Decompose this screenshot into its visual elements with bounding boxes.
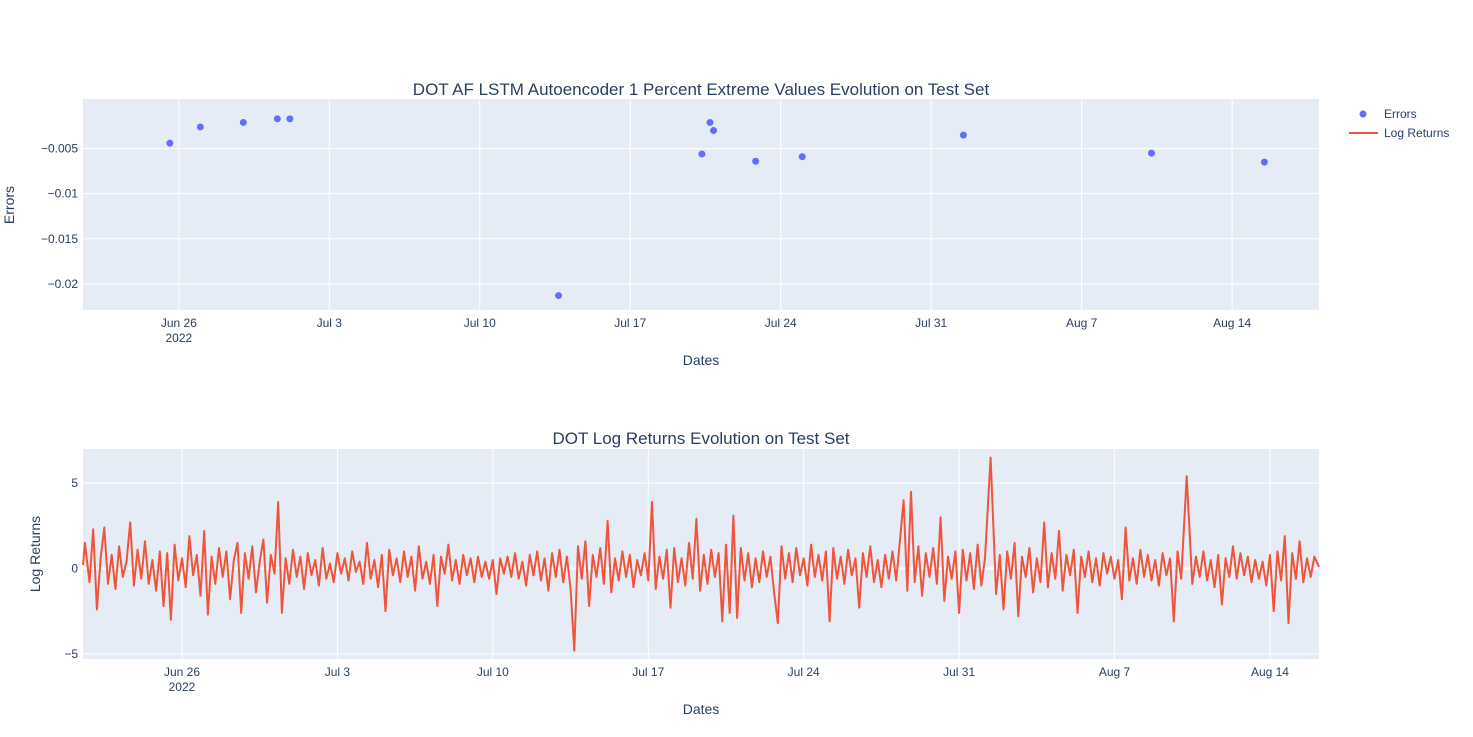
log-returns-chart-title: DOT Log Returns Evolution on Test Set	[552, 429, 849, 448]
error-point[interactable]	[710, 127, 718, 135]
errors-x-tick-label: Aug 14	[1213, 316, 1251, 330]
log-returns-y-tick-label: 0	[71, 562, 78, 576]
log-returns-x-axis-title: Dates	[683, 701, 720, 717]
log-returns-x-tick-label: Jun 26	[164, 665, 200, 679]
legend[interactable]: Errors Log Returns	[1349, 107, 1449, 140]
log-returns-y-tick-label: −5	[64, 647, 78, 661]
errors-y-axis-title: Errors	[1, 186, 17, 224]
errors-x-tick-label: Jun 26	[161, 316, 197, 330]
log-returns-x-tick-label: Jul 10	[477, 665, 509, 679]
error-point[interactable]	[555, 292, 563, 300]
errors-x-axis-title: Dates	[683, 352, 720, 368]
error-point[interactable]	[166, 139, 174, 147]
errors-markers	[166, 115, 1268, 300]
legend-label-errors: Errors	[1384, 107, 1417, 121]
errors-x-tick-label: Jul 3	[317, 316, 343, 330]
log-returns-x-tick-year-label: 2022	[169, 680, 196, 694]
error-point[interactable]	[273, 115, 281, 123]
error-point[interactable]	[698, 150, 706, 158]
log-returns-x-tick-label: Jul 17	[632, 665, 664, 679]
log-returns-x-tick-label: Aug 7	[1099, 665, 1131, 679]
legend-item-errors[interactable]: Errors	[1359, 107, 1417, 121]
errors-chart-title: DOT AF LSTM Autoencoder 1 Percent Extrem…	[413, 80, 990, 99]
errors-x-tick-label: Jul 24	[765, 316, 797, 330]
log-returns-plot-area[interactable]	[83, 449, 1319, 659]
errors-x-tick-year-label: 2022	[165, 331, 192, 345]
legend-marker-errors	[1359, 110, 1367, 118]
error-point[interactable]	[706, 118, 714, 126]
errors-x-tick-label: Jul 31	[915, 316, 947, 330]
errors-gridlines	[83, 99, 1319, 310]
legend-label-log-returns: Log Returns	[1384, 126, 1449, 140]
log-returns-y-tick-label: 5	[71, 476, 78, 490]
errors-x-tick-label: Jul 10	[464, 316, 496, 330]
errors-y-tick-label: −0.01	[48, 187, 79, 201]
error-point[interactable]	[239, 118, 247, 126]
log-returns-line-series	[82, 456, 1320, 652]
log-returns-x-tick-label: Jul 31	[943, 665, 975, 679]
log-returns-y-axis-title: Log Returns	[27, 516, 43, 592]
errors-y-tick-label: −0.015	[41, 232, 78, 246]
error-point[interactable]	[1148, 149, 1156, 157]
error-point[interactable]	[1260, 158, 1268, 166]
error-point[interactable]	[798, 153, 806, 161]
errors-x-tick-label: Aug 7	[1066, 316, 1098, 330]
errors-y-tick-labels: −0.005 −0.01 −0.015 −0.02	[41, 142, 78, 291]
log-returns-x-tick-label: Jul 24	[788, 665, 820, 679]
errors-y-tick-label: −0.005	[41, 142, 78, 156]
legend-item-log-returns[interactable]: Log Returns	[1349, 126, 1449, 140]
log-returns-line[interactable]	[82, 456, 1320, 652]
errors-plot-area[interactable]	[83, 99, 1319, 310]
log-returns-x-tick-label: Aug 14	[1251, 665, 1289, 679]
errors-y-tick-label: −0.02	[48, 277, 79, 291]
error-point[interactable]	[752, 157, 760, 165]
log-returns-x-tick-label: Jul 3	[325, 665, 351, 679]
log-returns-y-tick-labels: 5 0 −5	[64, 476, 78, 661]
error-point[interactable]	[286, 115, 294, 123]
error-point[interactable]	[959, 131, 967, 139]
error-point[interactable]	[196, 123, 204, 131]
errors-x-tick-label: Jul 17	[614, 316, 646, 330]
